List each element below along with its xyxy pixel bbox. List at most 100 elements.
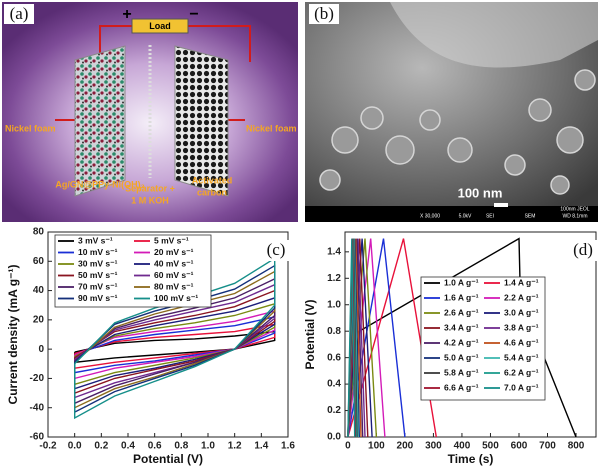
label-box (309, 4, 339, 24)
legend-label: 40 mV s⁻¹ (154, 258, 194, 268)
x-tick-label: 0.2 (94, 441, 108, 452)
legend-label: 10 mV s⁻¹ (78, 247, 118, 257)
y-tick-label: 20 (33, 314, 45, 325)
legend-label: 7.0 A g⁻¹ (504, 382, 539, 392)
legend-label: 6.6 A g⁻¹ (444, 382, 479, 392)
series-line (74, 270, 276, 409)
legend-box (54, 234, 212, 308)
y-tick-label: 0.4 (327, 379, 341, 390)
legend-label: 90 mV s⁻¹ (78, 293, 118, 303)
y-tick-label: 0.8 (327, 326, 341, 337)
separator-label: 1 M KOH (131, 195, 169, 205)
panel-b: 100 nm 100nm JEOL X 30,000 5.0kV SEI SEM… (305, 2, 598, 222)
y-tick-label: -20 (30, 373, 45, 384)
chart: -0.2 0.0 0.2 0.4 0.6 0.8 1.0 1.2 1.4 1.6 -60 -40 -20… (6, 227, 295, 467)
x-tick-label: -0.2 (39, 441, 57, 452)
legend-label: 5 mV s⁻¹ (154, 235, 189, 245)
anode-label: Ag/GN@PPy-Ni(OH)₂ (55, 179, 144, 189)
series-line (74, 264, 276, 414)
legend-label: 1.6 A g⁻¹ (444, 292, 479, 302)
left-electrode-label: Nickel foam (5, 123, 56, 133)
info-bar (305, 206, 598, 222)
load-box (131, 18, 189, 34)
panel-a: Load + − Nickel foam Nickel foam Ag/GN@P… (2, 2, 298, 222)
y-tick-label: 1.0 (327, 299, 341, 310)
legend-label: 3.8 A g⁻¹ (504, 322, 539, 332)
y-tick-label: 1.2 (327, 273, 341, 284)
y-axis-label: Potential (V) (303, 299, 317, 369)
load-label: Load (149, 21, 171, 31)
y-tick-label: 0 (38, 344, 44, 355)
x-tick-label: 800 (568, 441, 585, 452)
legend-label: 50 mV s⁻¹ (78, 270, 118, 280)
panel-label: (a) (10, 4, 29, 23)
series-line (74, 257, 276, 420)
x-tick-label: 600 (511, 441, 528, 452)
x-axis-label: Potential (V) (133, 452, 203, 466)
x-tick-label: 1.4 (254, 441, 268, 452)
series-line (74, 283, 276, 399)
sem-info: 5.0kV (459, 213, 472, 219)
legend-label: 70 mV s⁻¹ (78, 281, 118, 291)
legend-label: 1.4 A g⁻¹ (504, 277, 539, 287)
series-line (347, 238, 373, 438)
wire (99, 25, 251, 62)
x-tick-label: 100 (368, 441, 385, 452)
y-tick-label: -60 (30, 432, 45, 443)
series-line (74, 277, 276, 405)
y-tick-label: 80 (33, 227, 45, 238)
scale-bar-label: 100 nm (458, 185, 503, 200)
legend-label: 3.4 A g⁻¹ (444, 322, 479, 332)
sem-info: WD 8.1mm (563, 213, 588, 219)
legend-label: 4.6 A g⁻¹ (504, 337, 539, 347)
x-tick-label: 1.6 (281, 441, 295, 452)
y-tick-label: 0.0 (327, 432, 341, 443)
sem-info: SEM (525, 213, 536, 219)
legend-label: 5.8 A g⁻¹ (444, 367, 479, 377)
y-tick-label: 0.6 (327, 352, 341, 363)
legend-label: 60 mV s⁻¹ (154, 270, 194, 280)
sem-info: 100nm JEOL (560, 206, 589, 212)
x-tick-label: 0 (345, 441, 351, 452)
cathode-label: carbon (197, 187, 227, 197)
x-tick-label: 0.6 (148, 441, 162, 452)
x-tick-label: 300 (425, 441, 442, 452)
series-line (74, 296, 276, 390)
series-line (74, 310, 276, 380)
x-tick-label: 0.4 (121, 441, 135, 452)
minus-sign: − (189, 6, 198, 23)
legend-label: 2.6 A g⁻¹ (444, 307, 479, 317)
plus-sign: + (122, 6, 131, 23)
series-line (74, 323, 276, 370)
legend-label: 1.0 A g⁻¹ (444, 277, 479, 287)
legend-box (420, 276, 546, 401)
sem-info: X 30,000 (420, 213, 440, 219)
legend-label: 2.2 A g⁻¹ (504, 292, 539, 302)
legend-label: 80 mV s⁻¹ (154, 281, 194, 291)
series-line (74, 302, 276, 386)
y-tick-label: 40 (33, 285, 45, 296)
legend-label: 100 mV s⁻¹ (154, 293, 198, 303)
legend-label: 3 mV s⁻¹ (78, 235, 113, 245)
series-line (74, 330, 276, 364)
x-tick-label: 500 (482, 441, 499, 452)
series-line (74, 289, 276, 395)
cathode-label: Activated (192, 175, 233, 185)
x-tick-label: 1.2 (228, 441, 242, 452)
y-axis-label: Current density (mA g⁻¹) (6, 265, 20, 405)
x-tick-label: 1.0 (201, 441, 215, 452)
legend-label: 5.0 A g⁻¹ (444, 352, 479, 362)
panel-label: (d) (573, 240, 593, 259)
panel-label: (c) (267, 240, 286, 259)
legend-label: 4.2 A g⁻¹ (444, 337, 479, 347)
y-tick-label: -40 (30, 402, 45, 413)
x-tick-label: 700 (539, 441, 556, 452)
x-tick-label: 200 (397, 441, 414, 452)
cathode-slab (174, 45, 229, 197)
sem-info: SEI (486, 213, 494, 219)
y-tick-label: 60 (33, 256, 45, 267)
label-box (568, 240, 598, 261)
right-electrode-label: Nickel foam (246, 123, 297, 133)
label-box (261, 240, 291, 261)
sem-sheet (390, 2, 598, 68)
